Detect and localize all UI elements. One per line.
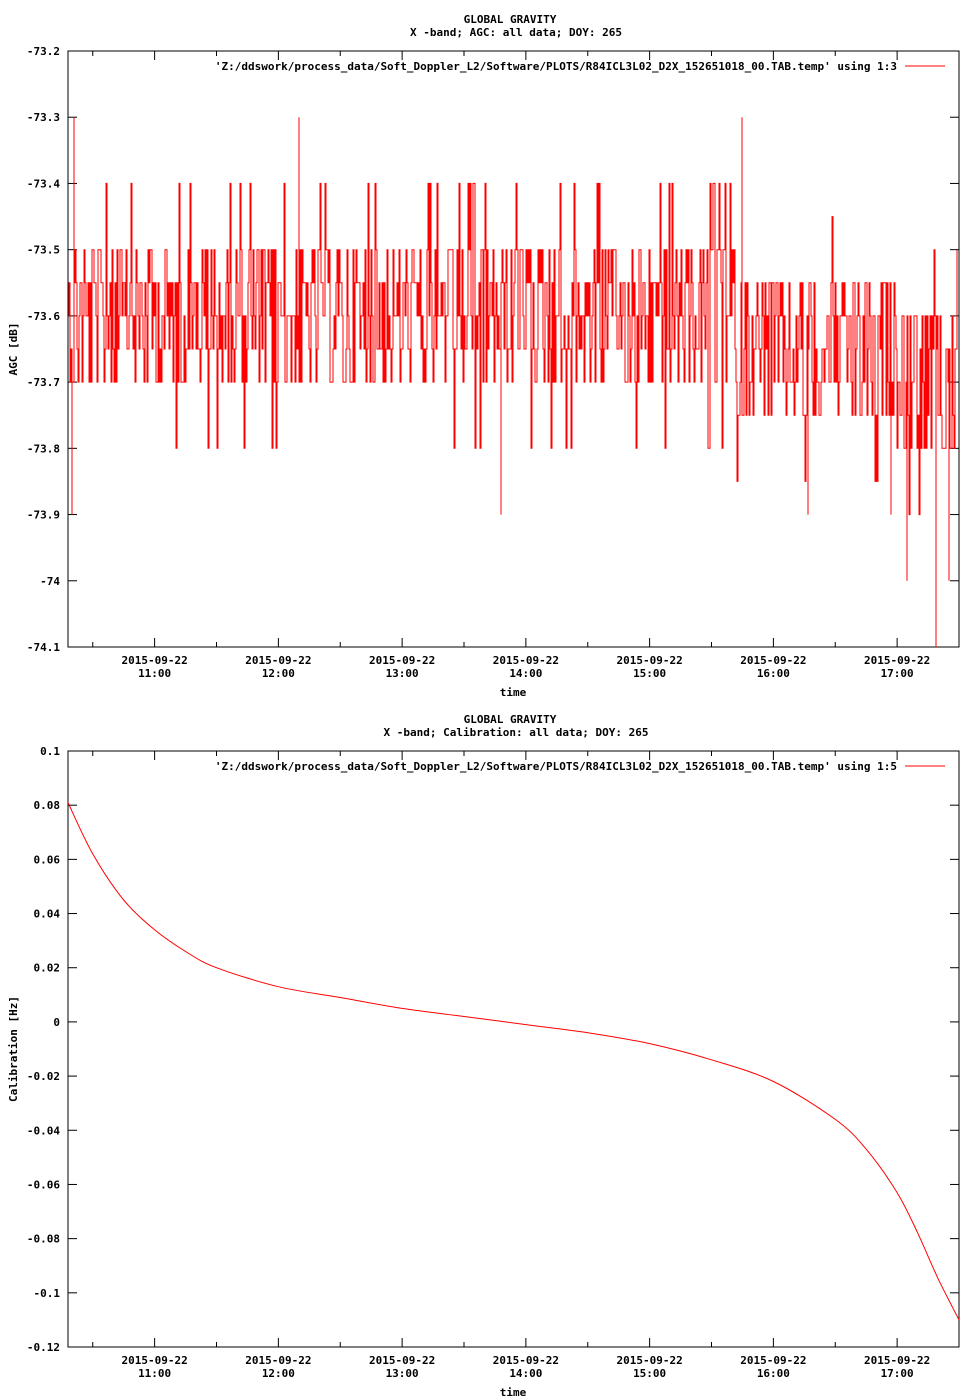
x-axis-label: time [500, 686, 527, 699]
x-tick-date: 2015-09-22 [122, 1354, 188, 1367]
x-tick-date: 2015-09-22 [122, 654, 188, 667]
y-axis-label: AGC [dB] [7, 323, 20, 376]
x-tick-time: 14:00 [509, 667, 542, 680]
calibration-series [67, 802, 960, 1321]
x-tick-date: 2015-09-22 [617, 1354, 683, 1367]
agc-series [68, 117, 958, 647]
x-tick-date: 2015-09-22 [864, 654, 930, 667]
x-tick-date: 2015-09-22 [245, 654, 311, 667]
x-tick-date: 2015-09-22 [245, 1354, 311, 1367]
x-tick-date: 2015-09-22 [617, 654, 683, 667]
x-tick-time: 16:00 [757, 1367, 790, 1380]
y-tick-label: -0.1 [34, 1287, 61, 1300]
x-tick-time: 11:00 [138, 667, 171, 680]
y-tick-label: -73.4 [27, 177, 60, 190]
x-tick-date: 2015-09-22 [493, 654, 559, 667]
calibration-chart: GLOBAL GRAVITY X -band; Calibration: all… [7, 713, 960, 1399]
y-tick-label: -74 [40, 575, 60, 588]
chart-subtitle: X -band; Calibration: all data; DOY: 265 [384, 726, 649, 739]
y-tick-label: -73.5 [27, 244, 60, 257]
x-tick-time: 15:00 [633, 667, 666, 680]
y-tick-label: 0.06 [34, 853, 61, 866]
y-tick-label: -0.04 [27, 1124, 60, 1137]
y-tick-label: -73.9 [27, 509, 60, 522]
legend-label: 'Z:/ddswork/process_data/Soft_Doppler_L2… [215, 60, 897, 73]
x-tick-date: 2015-09-22 [369, 1354, 435, 1367]
y-tick-label: -0.06 [27, 1178, 60, 1191]
x-tick-time: 13:00 [386, 1367, 419, 1380]
x-tick-time: 12:00 [262, 667, 295, 680]
x-tick-time: 13:00 [386, 667, 419, 680]
y-tick-label: 0.1 [40, 745, 60, 758]
x-tick-date: 2015-09-22 [740, 654, 806, 667]
x-tick-time: 16:00 [757, 667, 790, 680]
y-tick-label: 0.08 [34, 799, 61, 812]
x-tick-date: 2015-09-22 [864, 1354, 930, 1367]
y-tick-label: -0.08 [27, 1233, 60, 1246]
chart-title: GLOBAL GRAVITY [464, 713, 557, 726]
x-tick-time: 15:00 [633, 1367, 666, 1380]
y-tick-label: -0.12 [27, 1341, 60, 1354]
agc-chart: GLOBAL GRAVITY X -band; AGC: all data; D… [7, 13, 960, 699]
x-tick-date: 2015-09-22 [493, 1354, 559, 1367]
y-tick-label: -73.8 [27, 442, 60, 455]
y-axis-label: Calibration [Hz] [7, 996, 20, 1102]
y-tick-label: -0.02 [27, 1070, 60, 1083]
chart-subtitle: X -band; AGC: all data; DOY: 265 [410, 26, 622, 39]
legend-label: 'Z:/ddswork/process_data/Soft_Doppler_L2… [215, 760, 897, 773]
x-tick-time: 12:00 [262, 1367, 295, 1380]
axis-ticks: 0.1 0.08 0.06 0.04 0.02 0 -0.02 -0.04 -0.06 -0.08… [27, 745, 960, 1380]
axis-ticks: -73.2 -73.3 -73.4 -73.5 -73.6 -73.7 -73.8 -73.9… [27, 45, 960, 680]
y-tick-label: -73.6 [27, 310, 60, 323]
x-tick-time: 11:00 [138, 1367, 171, 1380]
plot-frame [67, 50, 960, 648]
plot-frame [67, 750, 960, 1348]
x-tick-time: 14:00 [509, 1367, 542, 1380]
y-tick-label: -73.3 [27, 111, 60, 124]
y-tick-label: 0.02 [34, 962, 61, 975]
y-tick-label: 0.04 [34, 908, 61, 921]
x-axis-label: time [500, 1386, 527, 1399]
calibration-line [67, 802, 960, 1321]
chart-title: GLOBAL GRAVITY [464, 13, 557, 26]
x-tick-time: 17:00 [881, 1367, 914, 1380]
y-tick-label: 0 [53, 1016, 60, 1029]
agc-line [68, 117, 958, 647]
y-tick-label: -73.7 [27, 376, 60, 389]
x-tick-time: 17:00 [881, 667, 914, 680]
y-tick-label: -73.2 [27, 45, 60, 58]
x-tick-date: 2015-09-22 [740, 1354, 806, 1367]
y-tick-label: -74.1 [27, 641, 60, 654]
x-tick-date: 2015-09-22 [369, 654, 435, 667]
